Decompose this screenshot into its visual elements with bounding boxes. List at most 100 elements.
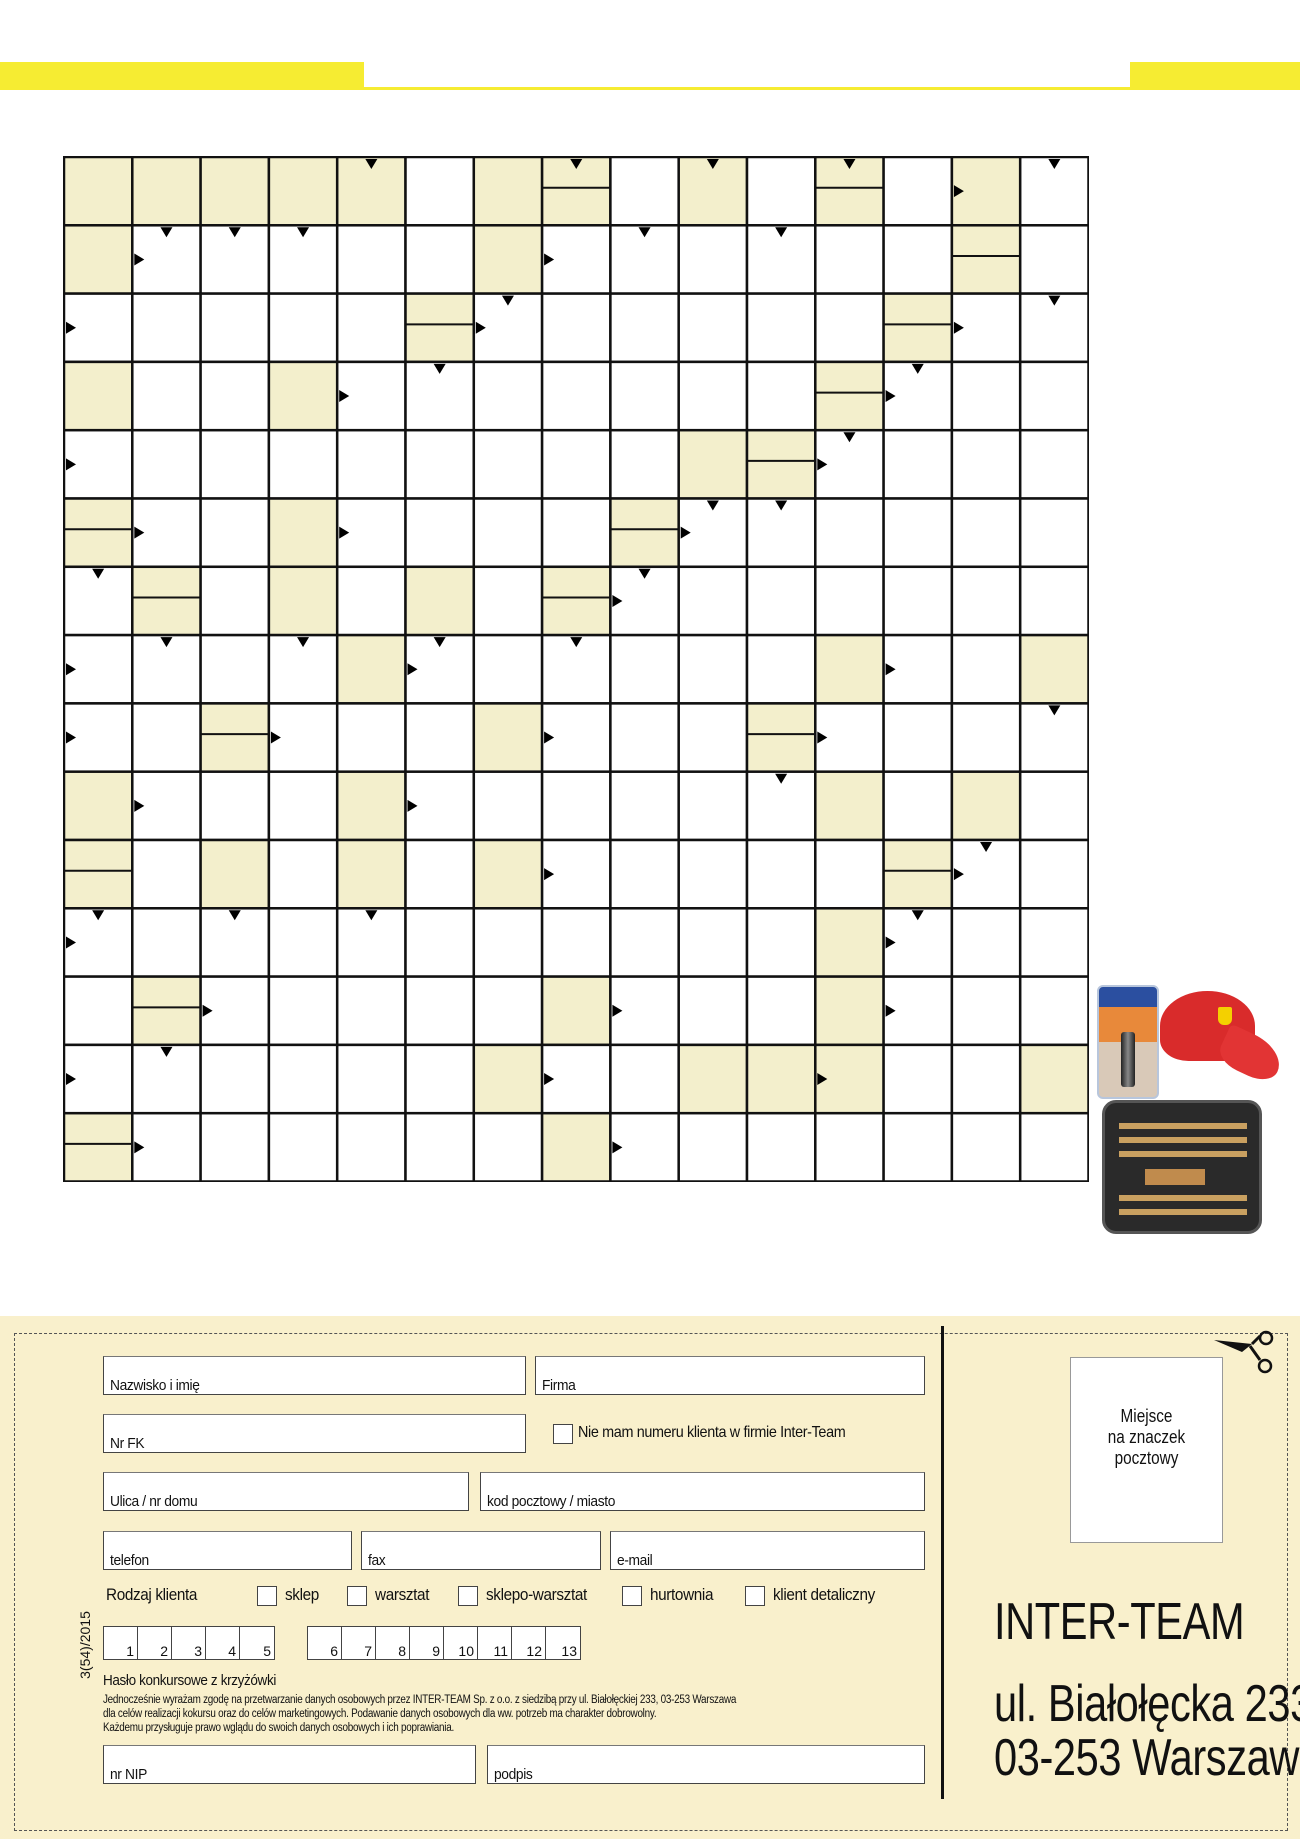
answer-cell[interactable] [335,1043,407,1115]
answer-cell[interactable] [404,497,476,569]
answer-cell[interactable] [131,702,202,773]
answer-cell[interactable] [677,838,749,910]
answer-cell[interactable] [1018,770,1089,842]
answer-cell[interactable] [335,428,407,500]
answer-cell[interactable] [1018,224,1089,295]
answer-cell[interactable] [540,360,612,432]
password-letter-box[interactable]: 13 [546,1627,580,1659]
email-field[interactable]: e-mail [610,1531,925,1570]
answer-cell[interactable] [404,975,476,1047]
answer-cell[interactable] [199,497,271,569]
answer-cell[interactable] [267,907,339,978]
street-field[interactable]: Ulica / nr domu [103,1472,469,1511]
answer-cell[interactable] [882,1043,954,1115]
answer-cell[interactable] [199,1111,271,1182]
client-type-warsztat-checkbox[interactable] [347,1586,367,1606]
answer-cell[interactable] [1018,975,1089,1047]
password-letter-box[interactable]: 1 [104,1627,138,1659]
password-letter-box[interactable]: 6 [308,1627,342,1659]
answer-cell[interactable] [814,838,885,910]
answer-cell[interactable] [199,565,271,637]
answer-cell[interactable] [540,428,612,500]
password-boxes-1-5[interactable]: 1 2 3 4 5 [103,1626,275,1660]
answer-cell[interactable] [677,360,749,432]
answer-cell[interactable] [267,770,339,842]
answer-cell[interactable] [199,633,271,705]
answer-cell[interactable] [609,428,680,500]
answer-cell[interactable] [335,975,407,1047]
answer-cell[interactable] [745,565,817,637]
name-field[interactable]: Nazwisko i imię [103,1356,526,1395]
answer-cell[interactable] [609,633,680,705]
answer-cell[interactable] [472,428,544,500]
answer-cell[interactable] [882,224,954,295]
answer-cell[interactable] [404,1043,476,1115]
answer-cell[interactable] [882,156,954,227]
password-letter-box[interactable]: 8 [376,1627,410,1659]
answer-cell[interactable] [677,907,749,978]
answer-cell[interactable] [609,770,680,842]
answer-cell[interactable] [540,497,612,569]
answer-cell[interactable] [267,838,339,910]
answer-cell[interactable] [131,292,202,364]
answer-cell[interactable] [677,770,749,842]
answer-cell[interactable] [609,907,680,978]
answer-cell[interactable] [404,838,476,910]
answer-cell[interactable] [404,907,476,978]
answer-cell[interactable] [540,770,612,842]
answer-cell[interactable] [882,1111,954,1182]
answer-cell[interactable] [677,565,749,637]
answer-cell[interactable] [814,565,885,637]
client-type-sklepo-warsztat-checkbox[interactable] [458,1586,478,1606]
answer-cell[interactable] [63,975,134,1047]
answer-cell[interactable] [677,633,749,705]
answer-cell[interactable] [472,497,544,569]
answer-cell[interactable] [335,292,407,364]
client-type-hurtownia-checkbox[interactable] [622,1586,642,1606]
answer-cell[interactable] [267,292,339,364]
answer-cell[interactable] [950,565,1022,637]
answer-cell[interactable] [472,565,544,637]
answer-cell[interactable] [1018,497,1089,569]
answer-cell[interactable] [950,497,1022,569]
answer-cell[interactable] [882,770,954,842]
answer-cell[interactable] [131,838,202,910]
answer-cell[interactable] [131,428,202,500]
answer-cell[interactable] [745,838,817,910]
password-letter-box[interactable]: 12 [512,1627,546,1659]
answer-cell[interactable] [677,1111,749,1182]
nip-field[interactable]: nr NIP [103,1745,476,1784]
answer-cell[interactable] [472,1111,544,1182]
answer-cell[interactable] [609,292,680,364]
answer-cell[interactable] [677,292,749,364]
answer-cell[interactable] [950,702,1022,773]
answer-cell[interactable] [814,224,885,295]
signature-field[interactable]: podpis [487,1745,925,1784]
answer-cell[interactable] [609,156,680,227]
password-boxes-6-13[interactable]: 6 7 8 9 10 11 12 13 [307,1626,581,1660]
answer-cell[interactable] [335,565,407,637]
answer-cell[interactable] [950,975,1022,1047]
answer-cell[interactable] [745,633,817,705]
answer-cell[interactable] [199,428,271,500]
answer-cell[interactable] [267,428,339,500]
answer-cell[interactable] [745,360,817,432]
password-letter-box[interactable]: 2 [138,1627,172,1659]
no-client-number-checkbox[interactable] [553,1424,573,1444]
answer-cell[interactable] [472,770,544,842]
answer-cell[interactable] [335,702,407,773]
answer-cell[interactable] [677,702,749,773]
answer-cell[interactable] [1018,360,1089,432]
answer-cell[interactable] [677,975,749,1047]
answer-cell[interactable] [950,1111,1022,1182]
answer-cell[interactable] [199,360,271,432]
phone-field[interactable]: telefon [103,1531,352,1570]
answer-cell[interactable] [814,292,885,364]
nr-fk-field[interactable]: Nr FK [103,1414,526,1453]
password-letter-box[interactable]: 9 [410,1627,444,1659]
answer-cell[interactable] [472,907,544,978]
answer-cell[interactable] [950,428,1022,500]
answer-cell[interactable] [404,1111,476,1182]
answer-cell[interactable] [950,907,1022,978]
answer-cell[interactable] [882,702,954,773]
